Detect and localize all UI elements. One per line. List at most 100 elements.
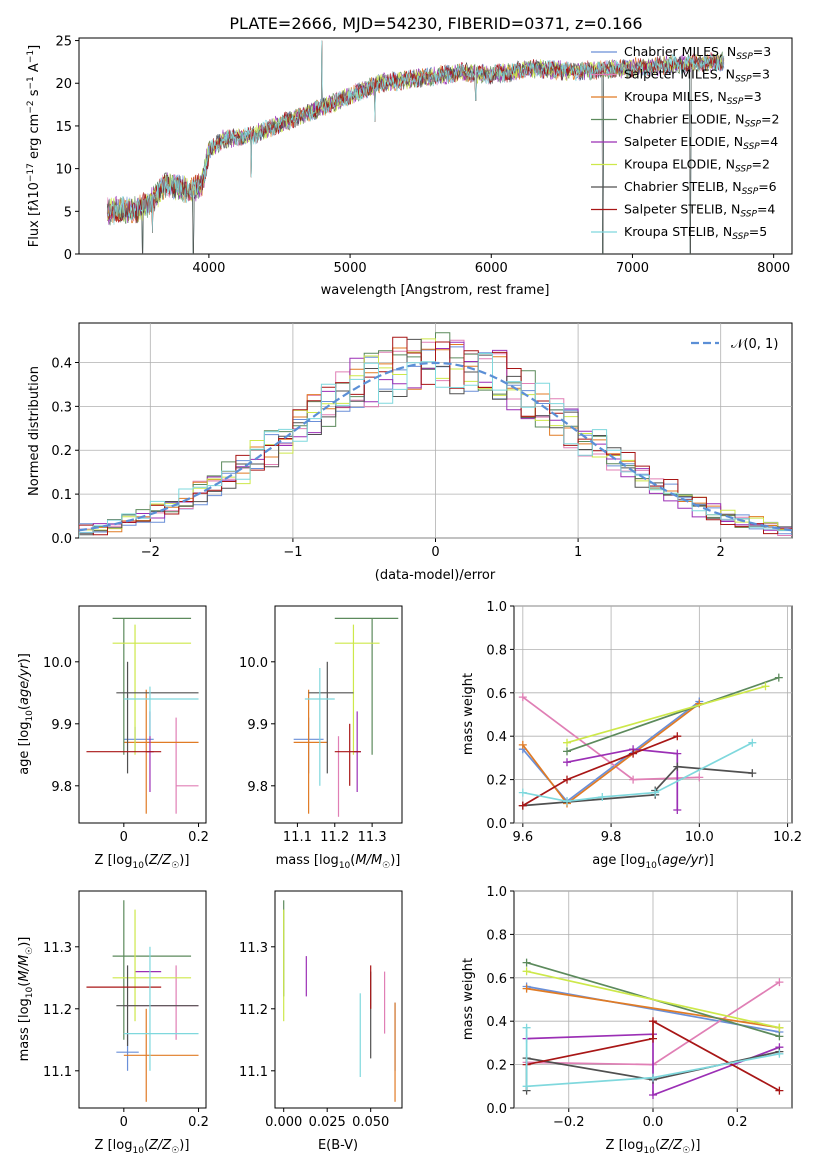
legend-label-salpeter-miles: Salpeter MILES, NSSP=3 xyxy=(624,67,770,85)
legend-label-kroupa-miles: Kroupa MILES, NSSP=3 xyxy=(624,89,762,107)
weight-vs-z-line-kroupa-elodie xyxy=(526,970,780,1029)
weight-vs-age-point-chabrier-elodie xyxy=(774,673,783,682)
weight-vs-z-xtick-label: 0.2 xyxy=(727,1115,748,1130)
age-vs-z-xtick-label: 0 xyxy=(120,830,128,845)
mass-vs-z-marks: 0 0.2 11.1 11.2 11.3 xyxy=(43,900,209,1130)
residuals-hist-kroupa-stelib xyxy=(79,353,792,538)
weight-vs-age-xtick-label: 9.8 xyxy=(601,830,622,845)
weight-vs-z-ytick-label: 0.8 xyxy=(486,928,507,943)
weight-vs-age-point-salpeter-miles xyxy=(629,775,638,784)
spectrum-ytick-label: 20 xyxy=(55,77,72,92)
figure-title: PLATE=2666, MJD=54230, FIBERID=0371, z=0… xyxy=(229,14,642,33)
weight-vs-age-point-chabrier-elodie xyxy=(563,747,571,756)
legend-label-salpeter-stelib: Salpeter STELIB, NSSP=4 xyxy=(624,202,775,220)
age-vs-z-frame xyxy=(78,605,207,824)
spectrum-ytick-label: 0 xyxy=(64,248,72,263)
spectrum-ytick-label: 10 xyxy=(55,163,72,178)
weight-vs-age-ylabel: mass weight xyxy=(461,673,476,755)
weight-vs-z-ytick-label: 0.6 xyxy=(486,972,507,987)
weight-vs-z-line-kroupa-stelib xyxy=(525,1027,780,1088)
residuals-legend-label: 𝒩(0, 1) xyxy=(731,337,778,352)
legend-label-chabrier-elodie: Chabrier ELODIE, NSSP=2 xyxy=(624,112,779,130)
weight-vs-age-ytick-label: 0.2 xyxy=(486,774,507,789)
legend-label-chabrier-stelib: Chabrier STELIB, NSSP=6 xyxy=(624,179,777,197)
mass-vs-z-frame xyxy=(78,890,207,1109)
spectrum-xtick-label: 4000 xyxy=(192,261,225,276)
age-vs-mass-panel: 11.1 11.2 11.3 9.8 9.9 10.0 mass [log10(M/M☉)… xyxy=(239,605,403,871)
weight-vs-age-ytick-label: 0.6 xyxy=(486,687,507,702)
weight-vs-z-xtick-label: 0.0 xyxy=(643,1115,664,1130)
residuals-ylabel: Normed distribution xyxy=(27,366,42,496)
weight-vs-age-point-kroupa-stelib xyxy=(748,738,757,747)
weight-vs-z-xtick-label: −0.2 xyxy=(553,1115,585,1130)
weight-vs-z-point-chabrier-elodie xyxy=(522,958,531,967)
weight-vs-z-point-kroupa-stelib xyxy=(522,1082,531,1091)
legend-label-kroupa-elodie: Kroupa ELODIE, NSSP=2 xyxy=(624,157,770,175)
weight-vs-age-point-salpeter-stelib xyxy=(563,775,571,784)
mass-vs-ebv-frame xyxy=(274,890,403,1109)
weight-vs-z-point-kroupa-stelib xyxy=(649,1073,657,1082)
weight-vs-age-point-kroupa-miles xyxy=(518,740,527,749)
weight-vs-z-point-salpeter-miles xyxy=(775,978,784,987)
spectrum-line-kroupa-stelib xyxy=(106,40,725,233)
weight-vs-age-point-chabrier-stelib xyxy=(673,762,682,771)
weight-vs-z-line-kroupa-miles xyxy=(526,987,780,1029)
residuals-xtick-label: −1 xyxy=(283,545,302,560)
weight-vs-age-panel: 9.6 9.8 10.0 10.2 0.0 0.2 0.4 0.6 0.8 1.0 mass we… xyxy=(461,600,802,871)
spectrum-marks: 4000 5000 6000 7000 8000 0 5 10 15 20 25 Chabrier M… xyxy=(55,35,790,276)
weight-vs-age-point-salpeter-stelib xyxy=(673,732,682,741)
weight-vs-age-point-kroupa-elodie xyxy=(563,738,571,747)
weight-vs-z-point-kroupa-stelib xyxy=(522,1023,531,1032)
legend-label-salpeter-elodie: Salpeter ELODIE, NSSP=4 xyxy=(624,134,778,152)
mass-vs-ebv-ytick-label: 11.2 xyxy=(239,1003,268,1018)
weight-vs-z-point-kroupa-elodie xyxy=(775,1023,784,1032)
weight-vs-age-xlabel: age [log10(age/yr)] xyxy=(592,853,714,871)
weight-vs-z-ytick-label: 0.4 xyxy=(486,1015,507,1030)
age-vs-z-ytick-label: 10.0 xyxy=(43,656,72,671)
mass-vs-z-panel: 0 0.2 11.1 11.2 11.3 mass [log10(M/M☉)] Z [l… xyxy=(17,890,209,1156)
mass-vs-z-xlabel: Z [log10(Z/Z☉)] xyxy=(95,1138,190,1156)
mass-vs-z-ylabel: mass [log10(M/M☉)] xyxy=(17,937,35,1062)
spectrum-ytick-label: 5 xyxy=(64,205,72,220)
residuals-xtick-label: 2 xyxy=(717,545,725,560)
mass-vs-ebv-panel: 0.000 0.025 0.050 11.1 11.2 11.3 E(B-V) xyxy=(239,890,403,1153)
weight-vs-z-line-salpeter-stelib xyxy=(526,1019,780,1092)
spectrum-ytick-label: 15 xyxy=(55,120,72,135)
weight-vs-z-xlabel: Z [log10(Z/Z☉)] xyxy=(606,1138,701,1156)
weight-vs-age-ytick-label: 0.4 xyxy=(486,730,507,745)
weight-vs-z-ytick-label: 0.2 xyxy=(486,1059,507,1074)
weight-vs-z-point-salpeter-stelib xyxy=(649,1017,657,1026)
age-vs-z-ylabel: age [log10(age/yr)] xyxy=(17,653,35,775)
weight-vs-z-ytick-label: 1.0 xyxy=(486,885,507,900)
age-vs-mass-marks: 11.1 11.2 11.3 9.8 9.9 10.0 xyxy=(239,617,399,845)
weight-vs-age-point-kroupa-stelib xyxy=(651,788,660,797)
weight-vs-z-point-chabrier-elodie xyxy=(775,1032,784,1041)
weight-vs-age-point-kroupa-stelib xyxy=(563,797,571,806)
weight-vs-age-xtick-label: 10.0 xyxy=(685,830,714,845)
age-vs-z-xtick-label: 0.2 xyxy=(188,830,209,845)
legend-label-chabrier-miles: Chabrier MILES, NSSP=3 xyxy=(624,44,771,62)
weight-vs-age-point-salpeter-stelib xyxy=(518,801,527,810)
age-vs-z-ytick-label: 9.9 xyxy=(51,718,72,733)
weight-vs-z-point-kroupa-elodie xyxy=(522,967,531,976)
mass-vs-ebv-xtick-label: 0.050 xyxy=(352,1115,389,1130)
mass-vs-ebv-marks: 0.000 0.025 0.050 11.1 11.2 11.3 xyxy=(239,900,396,1130)
weight-vs-age-line-kroupa-elodie xyxy=(566,685,766,744)
weight-vs-z-point-salpeter-stelib xyxy=(649,1034,657,1043)
residuals-xlabel: (data-model)/error xyxy=(375,568,496,583)
residuals-xtick-label: 0 xyxy=(431,545,439,560)
age-vs-z-ytick-label: 9.8 xyxy=(51,780,72,795)
weight-vs-age-point-chabrier-stelib xyxy=(748,769,757,778)
weight-vs-age-point-kroupa-stelib xyxy=(598,793,607,801)
weight-vs-age-frame xyxy=(513,605,793,824)
residuals-ytick-label: 0.1 xyxy=(51,488,72,503)
mass-vs-ebv-xtick-label: 0.000 xyxy=(265,1115,302,1130)
weight-vs-age-ytick-label: 0.8 xyxy=(486,643,507,658)
mass-vs-z-ytick-label: 11.3 xyxy=(43,941,72,956)
mass-vs-z-ytick-label: 11.2 xyxy=(43,1003,72,1018)
spectrum-xtick-label: 8000 xyxy=(757,261,790,276)
spectrum-legend: Chabrier MILES, NSSP=3 Salpeter MILES, NS… xyxy=(591,44,779,242)
residuals-panel: −2 −1 0 1 2 0.0 0.1 0.2 0.3 0.4 𝒩(0, 1) (data-mode… xyxy=(27,322,793,583)
spectrum-ylabel: Flux [fλ10−17 erg cm−2 s−1 A−1] xyxy=(26,45,42,247)
